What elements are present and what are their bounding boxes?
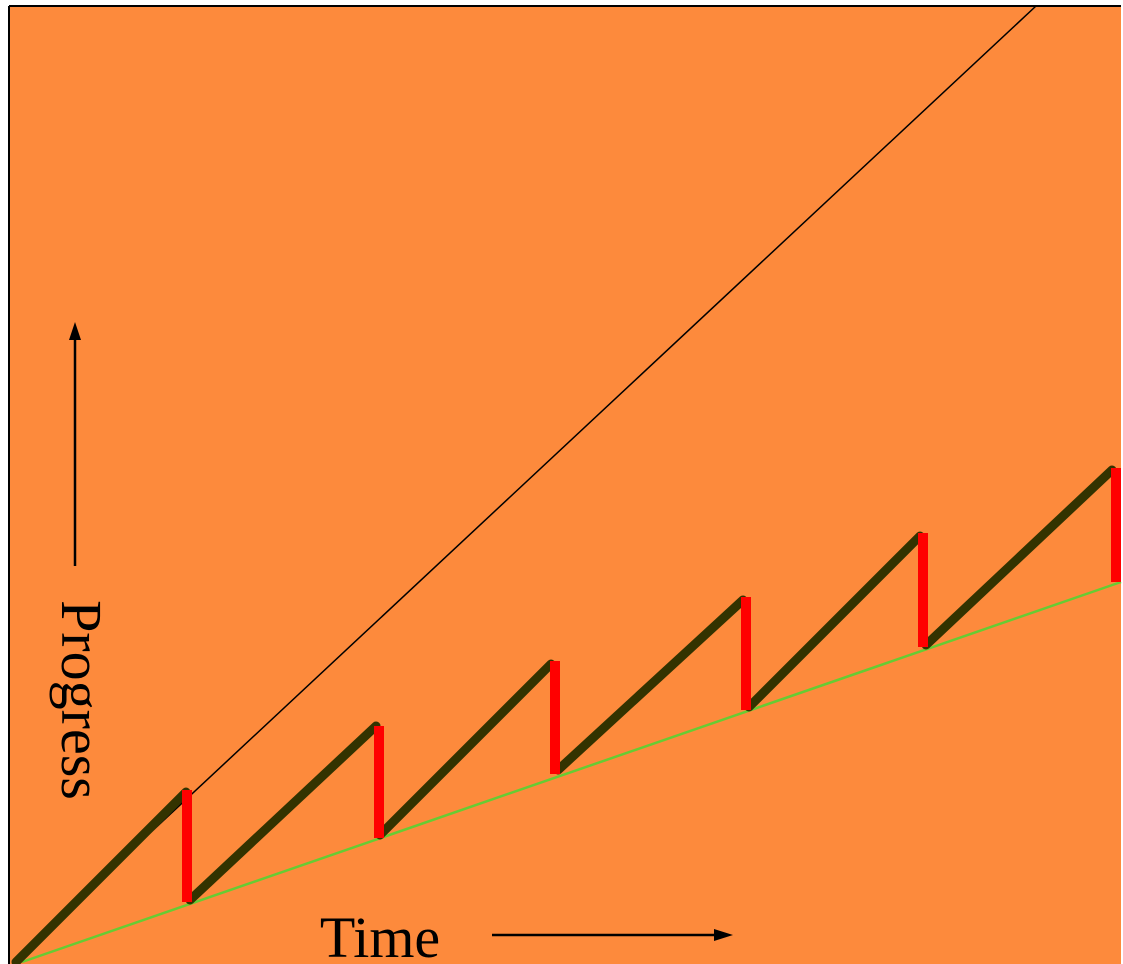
- rollback-drops: [182, 468, 1121, 902]
- progress-segment: [553, 595, 748, 775]
- arrow-up-icon: [69, 322, 81, 340]
- progress-segment: [185, 721, 381, 905]
- progress-segment: [375, 659, 556, 840]
- sawtooth-progress: [11, 465, 1117, 964]
- y-axis-label: Progress: [49, 600, 114, 800]
- progress-segment: [11, 787, 191, 964]
- x-axis-label: Time: [320, 905, 440, 964]
- net-progress-trend-line: [21, 580, 1122, 964]
- progress-segment: [921, 465, 1117, 650]
- arrow-right-icon: [714, 929, 733, 941]
- progress-segment: [744, 531, 925, 712]
- diagram-background: [9, 6, 1121, 964]
